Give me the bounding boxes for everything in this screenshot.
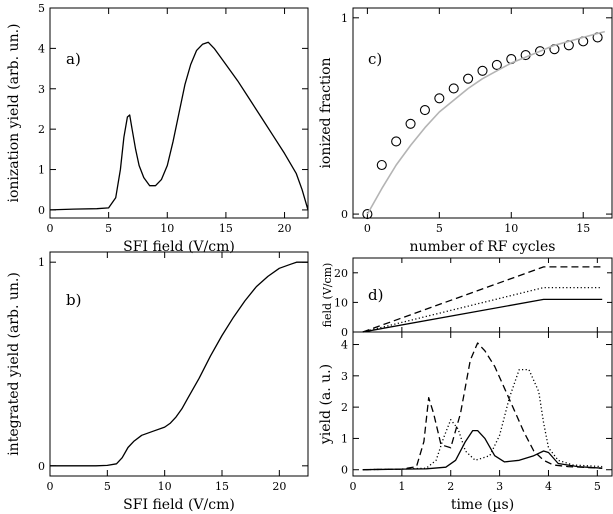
x-tick-label: 15 (576, 222, 590, 235)
series-line-solid (50, 261, 308, 467)
x-tick-label: 10 (504, 222, 518, 235)
y-tick-label: 0 (38, 204, 45, 217)
panel-2: 0 5 10 15 0 1 number of RF cycles ionized fract… (318, 7, 613, 255)
y-axis-label: integrated yield (arb. un.) (6, 272, 22, 456)
data-point (491, 59, 502, 70)
x-axis-label: time (µs) (451, 497, 514, 513)
panel-tag: b) (66, 291, 81, 309)
x-tick-label: 4 (545, 480, 552, 493)
x-axis-label: number of RF cycles (409, 239, 555, 255)
data-point (391, 136, 402, 147)
data-point (362, 209, 373, 220)
y-tick-label: 3 (341, 370, 348, 383)
x-tick-label: 5 (105, 222, 112, 235)
series-line-solid (49, 41, 309, 211)
panel-1: 0 5 10 15 20 0 1 SFI field (V/cm) integrated yie… (6, 251, 309, 513)
series-line-dotted (362, 286, 603, 333)
y-tick-label: 1 (341, 432, 348, 445)
plot-frame (49, 251, 309, 477)
x-tick-label: 0 (364, 222, 371, 235)
x-tick-label: 5 (104, 480, 111, 493)
series-line-gray-line (366, 30, 606, 215)
plot-frame (352, 257, 613, 333)
y-tick-label: 0 (341, 208, 348, 221)
y-tick-label: 1 (341, 12, 348, 25)
y-axis-label: ionization yield (arb. un.) (6, 24, 22, 203)
x-tick-label: 1 (398, 480, 405, 493)
x-axis-label: SFI field (V/cm) (123, 239, 235, 255)
data-point (477, 65, 488, 76)
panel-tag: c) (368, 50, 382, 68)
x-tick-label: 2 (447, 480, 454, 493)
x-tick-label: 0 (47, 222, 54, 235)
y-axis-label: field (V/cm) (321, 263, 334, 328)
data-point (463, 73, 474, 84)
y-tick-label: 2 (38, 123, 45, 136)
y-tick-label: 5 (38, 2, 45, 15)
y-tick-label: 0 (38, 460, 45, 473)
x-tick-label: 5 (594, 480, 601, 493)
x-tick-label: 15 (215, 480, 229, 493)
y-tick-label: 0 (341, 326, 348, 339)
series-line-dotted (362, 368, 603, 471)
series-line-dashed (362, 266, 603, 333)
panel-4: 0 1 2 3 4 5 0 1 2 3 4 time (µs) yield (a. u.) (318, 331, 613, 513)
x-tick-label: 10 (160, 222, 174, 235)
x-tick-label: 0 (47, 480, 54, 493)
data-point (434, 93, 445, 104)
data-point (405, 118, 416, 129)
x-tick-label: 0 (350, 480, 357, 493)
data-point (376, 159, 387, 171)
y-tick-label: 0 (341, 464, 348, 477)
y-tick-label: 10 (334, 296, 348, 309)
series-line-dashed (362, 342, 603, 471)
plot-frame (49, 7, 309, 219)
y-tick-label: 1 (38, 256, 45, 269)
y-tick-label: 3 (38, 83, 45, 96)
x-tick-label: 10 (158, 480, 172, 493)
panel-0: 0 5 10 15 20 0 1 2 3 4 5 SFI field (V/cm) ionization… (6, 2, 309, 255)
x-tick-label: 20 (278, 222, 292, 235)
data-point (448, 83, 459, 94)
plot-frame (352, 331, 613, 477)
panel-tag: a) (66, 50, 81, 68)
y-tick-label: 1 (38, 164, 45, 177)
x-axis-label: SFI field (V/cm) (123, 497, 235, 513)
plot-frame (352, 7, 613, 219)
y-tick-label: 4 (38, 42, 45, 55)
y-tick-label: 4 (341, 339, 348, 352)
x-tick-label: 5 (436, 222, 443, 235)
series-line-solid (362, 429, 603, 471)
data-point (535, 46, 546, 57)
y-tick-label: 20 (334, 267, 348, 280)
y-axis-label: ionized fraction (318, 57, 334, 168)
x-tick-label: 3 (496, 480, 503, 493)
x-tick-label: 15 (219, 222, 233, 235)
y-axis-label: yield (a. u.) (318, 364, 334, 445)
series-line-solid (362, 298, 603, 333)
panel-tag: d) (368, 286, 383, 304)
x-tick-label: 20 (272, 480, 286, 493)
data-point (419, 105, 430, 116)
y-tick-label: 2 (341, 401, 348, 414)
